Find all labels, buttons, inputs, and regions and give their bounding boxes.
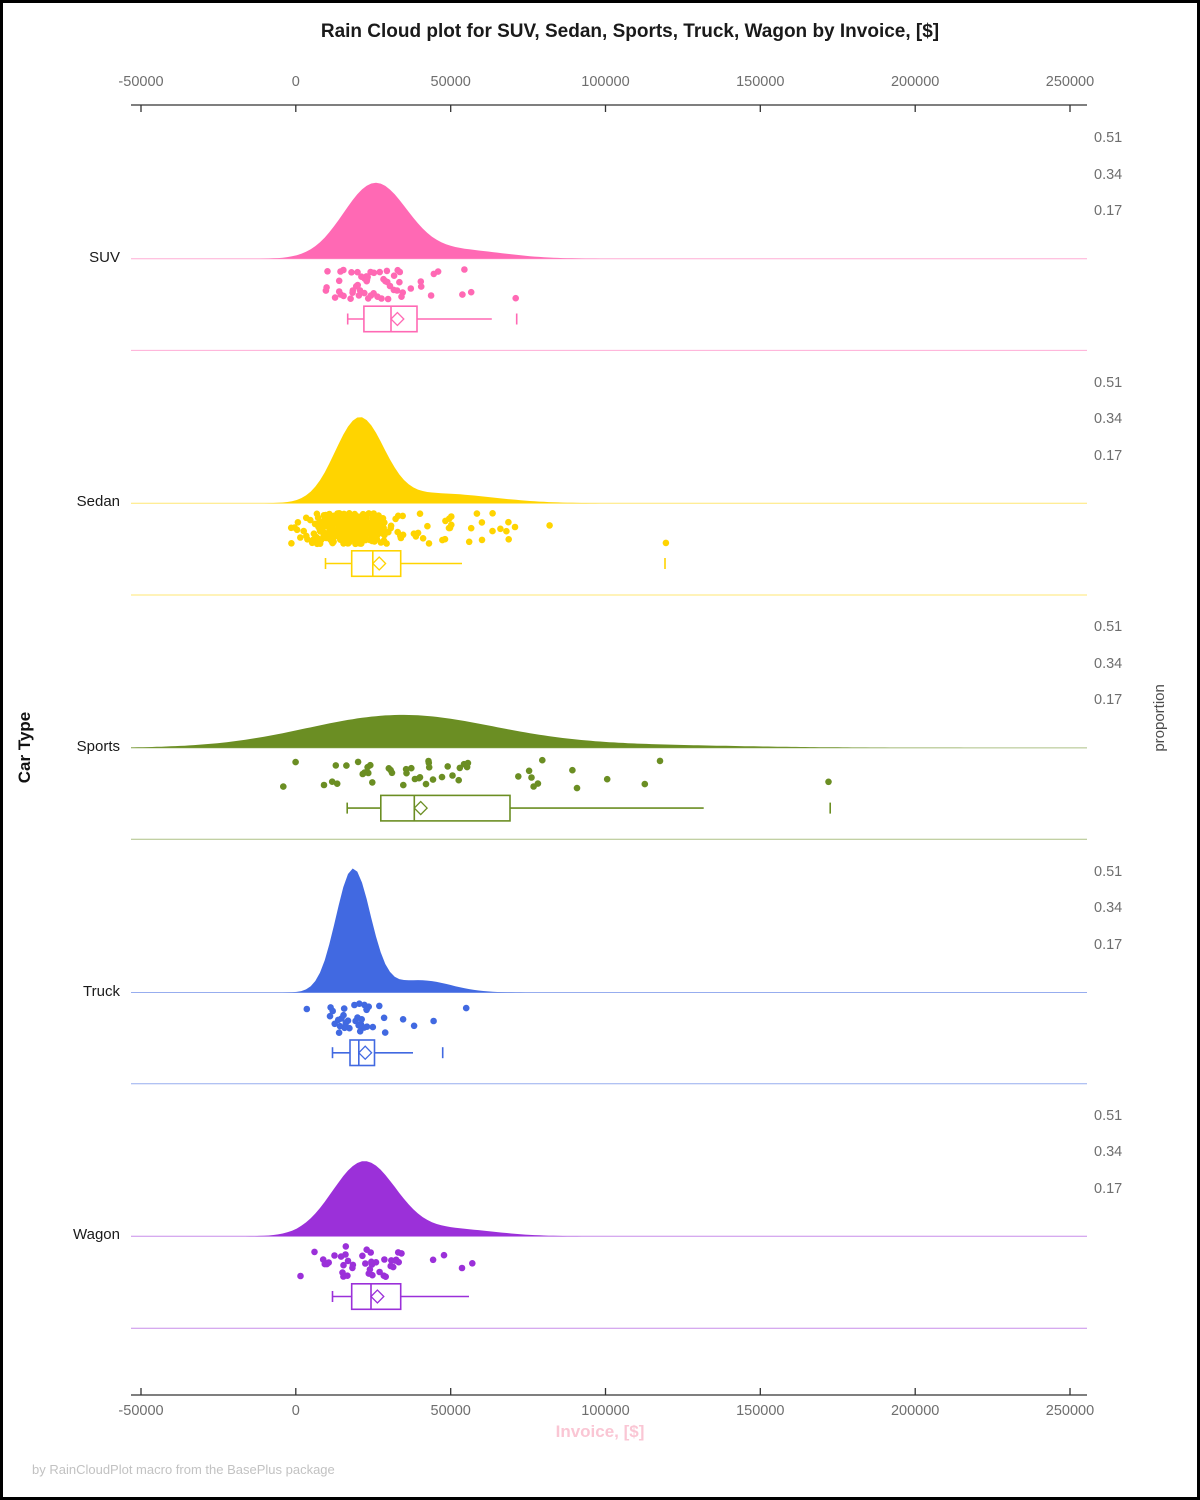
svg-text:Car Type: Car Type — [15, 712, 34, 784]
svg-text:proportion: proportion — [1151, 684, 1168, 752]
